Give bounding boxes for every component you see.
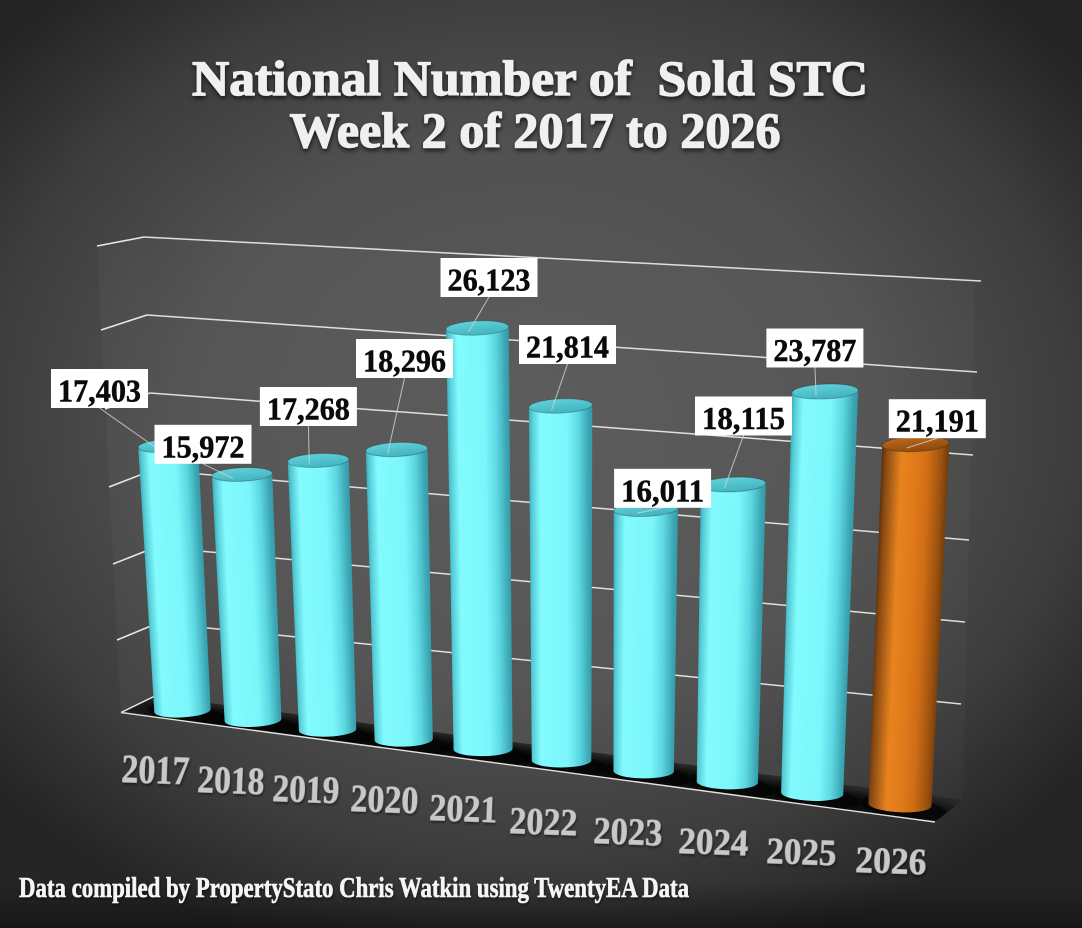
svg-text:2018: 2018 [197, 757, 265, 803]
svg-text:2026: 2026 [855, 839, 927, 882]
svg-text:18,115: 18,115 [702, 400, 785, 436]
svg-text:23,787: 23,787 [773, 332, 856, 368]
svg-text:16,011: 16,011 [621, 472, 704, 508]
svg-text:21,814: 21,814 [526, 329, 609, 365]
svg-text:Week 2 of 2017 to 2026: Week 2 of 2017 to 2026 [290, 102, 781, 158]
svg-text:15,972: 15,972 [162, 428, 245, 464]
svg-text:2025: 2025 [766, 830, 837, 873]
svg-text:2020: 2020 [350, 777, 419, 822]
svg-text:17,268: 17,268 [267, 391, 350, 427]
svg-text:21,191: 21,191 [896, 403, 979, 439]
svg-text:Data compiled by PropertyStato: Data compiled by PropertyStato Chris Wat… [19, 873, 689, 904]
svg-text:2024: 2024 [678, 821, 749, 864]
svg-text:2023: 2023 [593, 811, 663, 854]
svg-text:2019: 2019 [272, 767, 340, 812]
svg-text:2021: 2021 [429, 787, 498, 831]
svg-text:26,123: 26,123 [448, 262, 531, 298]
svg-text:National Number of Sold STC: National Number of Sold STC [192, 50, 868, 106]
svg-text:2017: 2017 [121, 746, 191, 793]
svg-text:2022: 2022 [509, 800, 578, 844]
svg-text:17,403: 17,403 [58, 373, 141, 409]
svg-text:18,296: 18,296 [363, 343, 446, 379]
